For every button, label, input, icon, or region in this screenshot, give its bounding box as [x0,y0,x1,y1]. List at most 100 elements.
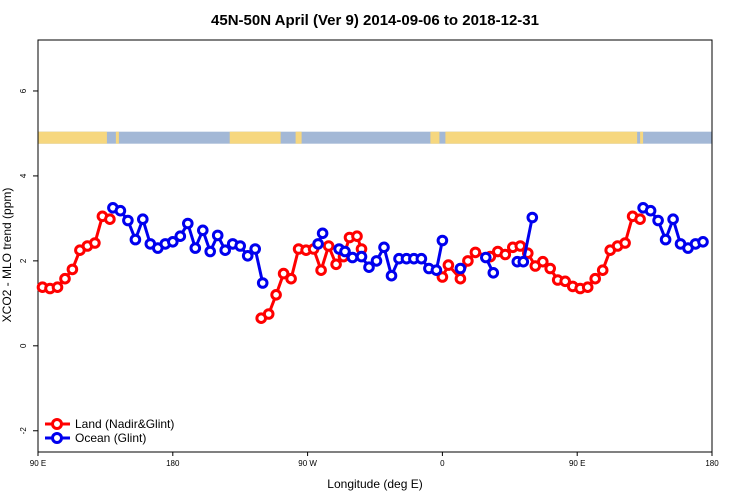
axes: 90 E 180 90 W 0 90 E 180 -2 0 2 4 6 [19,88,719,468]
y-tick-label: 4 [19,173,28,178]
x-axis-label: Longitude (deg E) [327,477,422,491]
data-point [355,250,368,263]
strip-land [38,131,107,144]
x-tick-label: 90 E [30,459,46,468]
data-point [114,204,127,217]
data-point [249,243,261,255]
x-tick-label: 180 [705,459,719,468]
data-point [256,277,269,289]
data-point [469,246,482,259]
data-point [89,237,101,249]
data-point [204,245,216,258]
data-point [514,240,527,252]
data-point [581,281,594,294]
data-point [454,272,467,285]
data-point [285,272,297,285]
data-point [270,289,282,301]
data-point [66,263,79,276]
x-tick-label: 180 [166,459,180,468]
y-tick-label: 6 [19,88,28,93]
data-point [339,245,351,258]
data-point [454,262,467,275]
data-point [189,242,202,254]
y-tick-label: -2 [19,427,28,435]
data-point [370,255,383,267]
x-tick-label: 90 W [298,459,317,468]
data-point [174,230,187,242]
series-group [36,202,709,325]
data-point [526,211,539,224]
data-point [559,275,572,288]
data-point [667,213,679,225]
series-ocean [107,202,709,289]
data-point [462,255,474,267]
data-point [167,236,179,248]
data-point [499,248,512,261]
data-point [129,233,142,246]
data-point [436,271,449,283]
strip-land [229,131,281,144]
data-point [487,267,500,279]
strip-land [115,131,119,144]
data-point [137,213,149,225]
data-point [385,269,398,282]
data-point [517,255,530,268]
strip-land [445,131,638,144]
data-point [197,224,209,237]
data-point [644,204,657,217]
data-point [182,217,194,230]
data-point [537,255,549,268]
data-point [312,238,324,250]
data-point [652,214,664,227]
data-point [596,264,609,277]
data-point [589,272,602,285]
legend-ocean-label: Ocean (Glint) [75,431,146,445]
data-point [316,227,329,240]
data-point [415,252,428,265]
data-point [262,308,275,320]
data-point [480,251,492,264]
legend-ocean-marker [51,432,63,444]
strip-land [295,131,302,144]
data-point [322,240,335,252]
plot-frame [37,39,713,453]
data-point [51,281,64,294]
data-point [211,229,224,242]
strip-land [640,131,644,144]
data-point [219,244,231,256]
data-point [436,234,449,247]
x-tick-label: 0 [440,459,445,468]
legend-land-label: Land (Nadir&Glint) [75,417,174,431]
data-point [104,213,116,225]
data-point [122,214,134,227]
data-point [59,272,71,285]
data-point [363,261,375,274]
data-point [234,240,246,252]
chart-title: 45N-50N April (Ver 9) 2014-09-06 to 2018… [211,12,539,29]
data-point [430,264,443,277]
data-point [634,213,646,225]
data-point [659,233,672,246]
surface-strip [38,131,712,144]
data-point [315,264,327,277]
data-point [378,241,390,254]
y-axis-label: XCO2 - MLO trend (ppm) [0,188,14,323]
strip-land [430,131,440,144]
legend: Land (Nadir&Glint) Ocean (Glint) [45,417,174,445]
data-point [697,236,709,248]
y-tick-label: 2 [19,258,28,263]
data-point [346,251,359,264]
data-point [619,237,631,249]
series-land [36,210,646,325]
x-tick-label: 90 E [569,459,585,468]
plot-border [37,39,713,453]
data-point [277,267,290,280]
data-point [330,258,342,271]
data-point [241,250,254,262]
y-tick-label: 0 [19,343,28,348]
data-point [351,230,363,242]
data-point [544,262,557,275]
data-point [442,259,455,271]
legend-land-marker [51,418,63,430]
